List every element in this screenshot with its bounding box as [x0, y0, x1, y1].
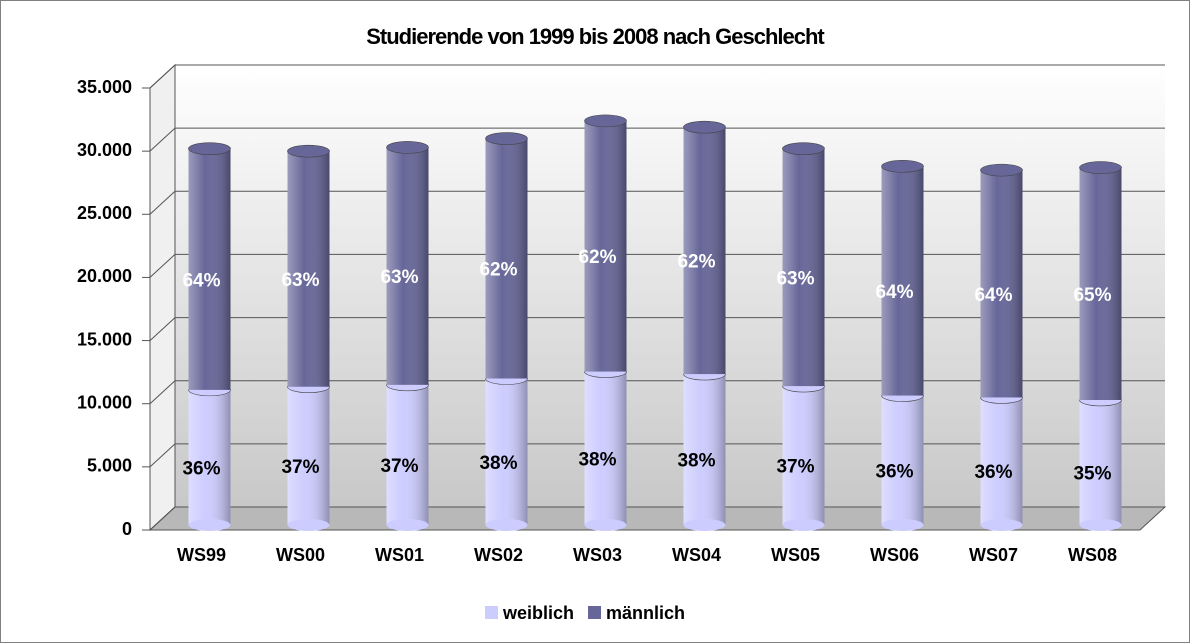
side-wall: [149, 63, 176, 532]
value-label: 63%: [380, 267, 418, 288]
bar-shade: [1079, 167, 1122, 400]
bar-shade: [881, 166, 924, 396]
bar-shade: [683, 374, 726, 525]
value-label: 64%: [974, 285, 1012, 306]
x-tick-label: WS07: [969, 545, 1018, 565]
value-label: 62%: [677, 252, 715, 273]
bar-shade: [980, 170, 1023, 398]
bar-base: [584, 519, 627, 531]
grid-line: [149, 127, 176, 152]
x-tick-label: WS08: [1068, 545, 1117, 565]
bar-cap: [1079, 161, 1122, 174]
value-label: 62%: [479, 260, 517, 281]
bar-cap: [980, 163, 1023, 177]
x-tick-label: WS03: [573, 545, 622, 565]
legend-label: männlich: [606, 603, 685, 623]
bar-shade: [980, 397, 1023, 525]
x-tick-label: WS06: [870, 545, 919, 565]
bar-shade: [584, 120, 627, 372]
bar-shade: [188, 389, 231, 525]
value-label: 63%: [281, 270, 319, 291]
chart-title: Studierende von 1999 bis 2008 nach Gesch…: [366, 24, 825, 49]
legend-swatch: [485, 606, 498, 619]
grid-line: [149, 443, 176, 468]
value-label: 37%: [380, 456, 418, 477]
bar-cap: [188, 142, 231, 155]
bar-base: [980, 519, 1023, 531]
x-tick-label: WS02: [474, 545, 523, 565]
x-tick-label: WS01: [375, 545, 424, 565]
bar-shade: [683, 127, 726, 375]
bar-base: [782, 519, 825, 531]
value-label: 38%: [677, 451, 715, 472]
grid-line: [149, 380, 176, 405]
bar-shade: [1079, 399, 1122, 525]
value-label: 64%: [182, 270, 220, 291]
bar-cap: [485, 132, 528, 145]
value-label: 36%: [875, 461, 913, 482]
bar-cap: [782, 142, 825, 155]
grid-line: [149, 254, 176, 278]
bar-shade: [485, 138, 528, 379]
grid-line: [149, 506, 176, 531]
grid-line: [149, 190, 176, 215]
y-tick-label: 15.000: [77, 329, 132, 349]
x-tick-label: WS99: [177, 545, 226, 565]
bar-cap: [683, 120, 726, 134]
y-tick-label: 10.000: [77, 392, 132, 412]
value-label: 36%: [182, 458, 220, 479]
bar-shade: [287, 386, 330, 525]
y-tick-label: 35.000: [77, 77, 132, 97]
y-tick-label: 25.000: [77, 203, 132, 223]
bar-base: [881, 519, 924, 531]
x-tick-label: WS05: [771, 545, 820, 565]
value-label: 65%: [1073, 285, 1111, 306]
bar-base: [485, 519, 528, 531]
bar-cap: [386, 141, 429, 154]
x-tick-label: WS00: [276, 545, 325, 565]
bar-shade: [881, 395, 924, 525]
bar-cap: [881, 160, 924, 173]
value-label: 63%: [776, 268, 814, 289]
x-tick-label: WS04: [672, 545, 721, 565]
bar-cap: [584, 114, 627, 128]
value-label: 64%: [875, 282, 913, 303]
grid-line: [149, 64, 176, 89]
bar-base: [1079, 519, 1122, 531]
value-label: 36%: [974, 462, 1012, 483]
bar-cap: [287, 144, 330, 158]
y-tick-label: 20.000: [77, 266, 132, 286]
bar-shade: [386, 384, 429, 525]
value-label: 35%: [1073, 464, 1111, 485]
bar-shade: [485, 378, 528, 525]
y-tick-label: 0: [122, 519, 132, 539]
grid-line: [149, 317, 176, 341]
bar-base: [188, 519, 231, 531]
y-tick-label: 30.000: [77, 140, 132, 160]
bar-shade: [782, 386, 825, 525]
bar-base: [683, 519, 726, 531]
legend-swatch: [588, 606, 602, 619]
value-label: 38%: [578, 449, 616, 470]
value-label: 38%: [479, 453, 517, 474]
value-label: 37%: [281, 457, 319, 478]
value-label: 37%: [776, 457, 814, 478]
bar-base: [287, 519, 330, 531]
bar-shade: [782, 148, 825, 387]
y-tick-label: 5.000: [87, 456, 132, 476]
value-label: 62%: [578, 247, 616, 268]
bar-base: [386, 519, 429, 531]
bar-shade: [584, 371, 627, 525]
bar-shade: [386, 147, 429, 385]
bar-shade: [287, 151, 330, 387]
bar-shade: [188, 148, 231, 390]
legend-label: weiblich: [502, 603, 574, 623]
